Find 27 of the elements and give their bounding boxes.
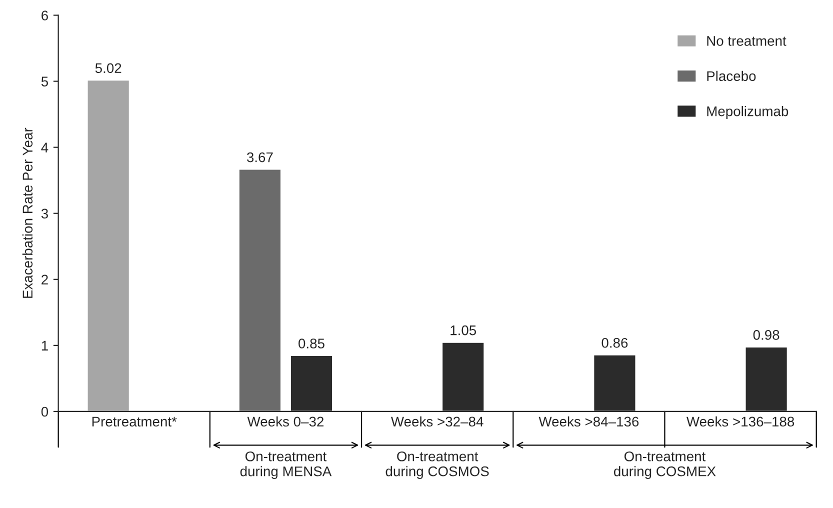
x-tick-label: Weeks >32–84 — [390, 416, 484, 427]
text: On-treatment during COSMEX — [614, 451, 716, 480]
y-tick-label: 6 — [42, 10, 48, 20]
legend-label: Mepolizumab — [707, 106, 788, 119]
text: On-treatment during MENSA — [240, 451, 332, 480]
x-tick-label: Pretreatment* — [92, 416, 177, 427]
y-tick-label: 5 — [41, 76, 48, 86]
bar — [86, 79, 130, 412]
x-tick-label: Weeks >84–136 — [538, 416, 639, 427]
y-tick-label: 3 — [41, 208, 48, 219]
y-tick-label: 0 — [41, 406, 48, 417]
text: On-treatment during COSMOS — [386, 451, 489, 480]
legend-label: Placebo — [707, 70, 756, 82]
data-label: 0.86 — [602, 338, 628, 348]
y-axis-title: Exacerbation Rate Per Year — [22, 128, 33, 298]
bar — [238, 168, 282, 412]
data-label: 1.05 — [450, 325, 476, 336]
legend-label: No treatment — [707, 36, 786, 46]
data-label: 0.98 — [753, 330, 780, 340]
y-tick-label: 4 — [41, 142, 48, 152]
data-label: 5.02 — [95, 63, 122, 74]
y-tick-label: 1 — [42, 340, 48, 350]
x-tick-label: Weeks >136–188 — [686, 416, 794, 427]
data-label: 0.85 — [298, 338, 324, 348]
x-tick-label: Weeks 0–32 — [247, 416, 324, 427]
y-tick-label: 2 — [42, 274, 48, 284]
data-label: 3.67 — [246, 152, 273, 162]
